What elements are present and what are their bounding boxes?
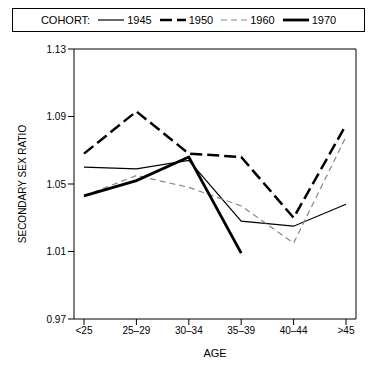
svg-text:1.09: 1.09	[47, 111, 67, 122]
svg-text:>45: >45	[338, 325, 355, 336]
svg-text:1.05: 1.05	[47, 179, 67, 190]
svg-text:1.01: 1.01	[47, 246, 67, 257]
html-text:1945: 1945	[127, 14, 152, 26]
svg-text:25–29: 25–29	[122, 325, 150, 336]
svg-text:0.97: 0.97	[47, 314, 67, 325]
svg-text:SECONDARY SEX RATIO: SECONDARY SEX RATIO	[17, 125, 28, 244]
svg-text:30–34: 30–34	[175, 325, 203, 336]
html-text:COHORT:: COHORT:	[40, 14, 91, 26]
html-text:1960: 1960	[250, 14, 275, 26]
svg-text:35–39: 35–39	[227, 325, 255, 336]
html-text:1970: 1970	[311, 14, 337, 26]
svg-text:AGE: AGE	[203, 347, 226, 359]
svg-text:40–44: 40–44	[280, 325, 308, 336]
svg-text:1.13: 1.13	[47, 44, 67, 55]
html-text:1950: 1950	[188, 14, 214, 26]
svg-text:<25: <25	[76, 325, 93, 336]
